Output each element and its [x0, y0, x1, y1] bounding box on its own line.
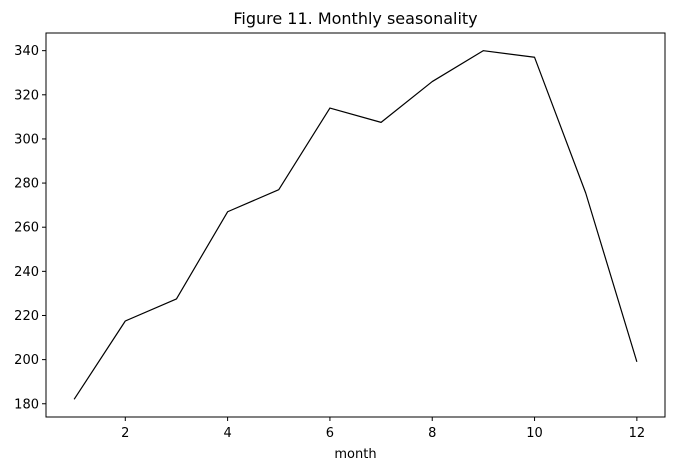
y-tick-label: 340 [14, 44, 39, 59]
x-axis-label: month [334, 447, 376, 462]
x-tick-label: 2 [121, 426, 129, 441]
y-tick-label: 300 [14, 132, 39, 147]
x-tick-label: 12 [629, 426, 646, 441]
y-tick-label: 280 [14, 177, 39, 192]
x-axis: 2 4 6 8 10 12 [121, 417, 645, 441]
y-tick-label: 180 [14, 397, 39, 412]
plot-frame [45, 32, 666, 418]
series-line [73, 50, 638, 400]
y-axis: 180 200 220 240 260 280 300 320 340 [14, 44, 46, 412]
y-tick-label: 320 [14, 88, 39, 103]
x-tick-label: 4 [223, 426, 231, 441]
x-tick-label: 8 [428, 426, 436, 441]
chart-title: Figure 11. Monthly seasonality [233, 9, 477, 28]
plot-area [73, 50, 638, 400]
x-tick-label: 6 [326, 426, 334, 441]
y-tick-label: 240 [14, 265, 39, 280]
x-tick-label: 10 [526, 426, 543, 441]
y-tick-label: 260 [14, 221, 39, 236]
y-tick-label: 220 [14, 309, 39, 324]
y-tick-label: 200 [14, 353, 39, 368]
